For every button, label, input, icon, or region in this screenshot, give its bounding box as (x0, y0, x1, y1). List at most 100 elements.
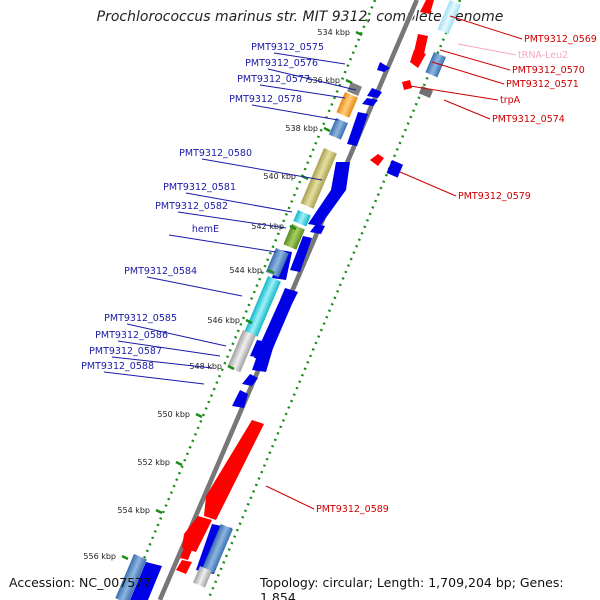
label-leaders (103, 15, 523, 510)
tick-mark (155, 508, 163, 515)
forward-leader (273, 52, 346, 65)
reverse-gene-label[interactable]: PMT9312_0589 (316, 504, 389, 515)
fwd-gene-0585[interactable] (252, 336, 276, 372)
reverse-gene-label[interactable]: PMT9312_0579 (458, 191, 531, 202)
reverse-leader (409, 85, 499, 101)
forward-leader (201, 158, 323, 181)
tick-marks: 534 kbp 536 kbp 538 kbp 540 kbp 542 kbp 544 k… (83, 28, 363, 561)
reverse-leader (449, 15, 523, 40)
forward-gene-label[interactable]: PMT9312_0588 (81, 361, 154, 372)
feature-gray-large[interactable] (227, 330, 256, 373)
rev-gene-0570[interactable] (414, 34, 428, 54)
gene-labels: PMT9312_0575 PMT9312_0576 PMT9312_0577 PMT9… (81, 34, 597, 515)
reverse-leader (457, 43, 517, 56)
rev-gene-d[interactable] (180, 548, 192, 560)
forward-gene-label[interactable]: PMT9312_0576 (245, 58, 318, 69)
tick-label: 554 kbp (117, 506, 150, 515)
tick-label: 556 kbp (83, 552, 116, 561)
reverse-feature-track (115, 0, 462, 600)
rev-gene-trpA[interactable] (402, 80, 412, 90)
forward-leader (259, 84, 346, 99)
forward-gene-label[interactable]: PMT9312_0580 (179, 148, 252, 159)
fwd-gene-0582[interactable] (290, 236, 312, 272)
fwd-gene-0581[interactable] (310, 224, 325, 234)
tick-mark (323, 126, 331, 133)
forward-leader (185, 192, 293, 213)
rev-feature-blue-d[interactable] (115, 554, 147, 600)
forward-leader (146, 276, 243, 297)
feature-blue-mid[interactable] (265, 248, 289, 278)
tick-mark (227, 364, 235, 371)
rev-feature-blue-b[interactable] (386, 160, 404, 178)
fwd-gene-0578[interactable] (347, 112, 368, 146)
reverse-gene-label[interactable]: PMT9312_0574 (492, 114, 565, 125)
tick-mark (195, 412, 203, 419)
tick-label: 544 kbp (229, 266, 262, 275)
feature-green[interactable] (283, 224, 305, 250)
rev-gene-e[interactable] (176, 560, 192, 574)
fwd-gene-0588[interactable] (232, 390, 248, 408)
rev-feature-blue-c[interactable] (202, 524, 233, 574)
rev-gene-c[interactable] (182, 516, 212, 552)
reverse-leader (399, 171, 457, 197)
forward-gene-label[interactable]: PMT9312_0584 (124, 266, 197, 277)
forward-gene-label[interactable]: PMT9312_0586 (95, 330, 168, 341)
forward-gene-label[interactable]: PMT9312_0582 (155, 201, 228, 212)
fwd-gene-0580[interactable] (308, 162, 350, 226)
tick-label: 550 kbp (157, 410, 190, 419)
rev-feature-lightcyan[interactable] (437, 0, 462, 35)
rev-feature-gray-b[interactable] (192, 566, 212, 588)
map-title: Prochlorococcus marinus str. MIT 9312, c… (96, 9, 504, 25)
rev-gene-0579[interactable] (370, 154, 384, 166)
feature-cyan-large[interactable] (244, 276, 281, 337)
forward-leader (267, 68, 357, 91)
forward-leader (103, 371, 205, 385)
reverse-gene-label[interactable]: PMT9312_0569 (524, 34, 597, 45)
feature-color-track (227, 82, 363, 373)
reverse-gene-label[interactable]: PMT9312_0571 (506, 79, 579, 90)
forward-leader (177, 211, 287, 229)
feature-cyan-small[interactable] (293, 210, 311, 227)
feature-gray-small[interactable] (347, 82, 363, 96)
rev-feature-blue-a[interactable] (425, 52, 446, 78)
forward-gene-label[interactable]: PMT9312_0575 (251, 42, 324, 53)
fwd-gene-0576[interactable] (367, 88, 382, 98)
reverse-gene-label[interactable]: tRNA-Leu2 (518, 50, 568, 61)
forward-gene-label[interactable]: PMT9312_0585 (104, 313, 177, 324)
rev-gene-0569[interactable] (420, 0, 434, 14)
forward-leader (126, 323, 227, 347)
tick-mark (355, 30, 363, 37)
feature-blue-small[interactable] (328, 118, 348, 140)
feature-orange[interactable] (336, 92, 358, 118)
forward-gene-label[interactable]: PMT9312_0581 (163, 182, 236, 193)
forward-leader (111, 356, 213, 369)
fwd-gene-0575[interactable] (377, 62, 390, 72)
fwd-gene-0577[interactable] (362, 98, 378, 106)
forward-leader (168, 234, 277, 253)
tick-label: 538 kbp (285, 124, 318, 133)
feature-olive[interactable] (300, 148, 337, 209)
reverse-gene-label[interactable]: trpA (500, 95, 521, 106)
forward-gene-label[interactable]: hemE (192, 224, 219, 235)
rev-feature-gray[interactable] (418, 86, 434, 99)
rev-gene-0589[interactable] (204, 420, 264, 520)
tick-mark (245, 318, 253, 325)
tick-mark (121, 554, 129, 561)
tick-label: 534 kbp (317, 28, 350, 37)
forward-strand-track (130, 62, 390, 600)
fwd-gene-0587[interactable] (242, 374, 258, 386)
reverse-gene-label[interactable]: PMT9312_0570 (512, 65, 585, 76)
tick-label: 548 kbp (189, 362, 222, 371)
forward-gene-label[interactable]: PMT9312_0578 (229, 94, 302, 105)
forward-gene-label[interactable]: PMT9312_0587 (89, 346, 162, 357)
reverse-leader (439, 49, 511, 71)
tick-label: 546 kbp (207, 316, 240, 325)
tick-label: 542 kbp (251, 222, 284, 231)
fwd-gene-b[interactable] (130, 562, 162, 600)
rev-gene-0571[interactable] (410, 50, 426, 68)
tick-label: 540 kbp (263, 172, 296, 181)
forward-gene-label[interactable]: PMT9312_0577 (237, 74, 310, 85)
fwd-gene-0586[interactable] (250, 340, 268, 358)
